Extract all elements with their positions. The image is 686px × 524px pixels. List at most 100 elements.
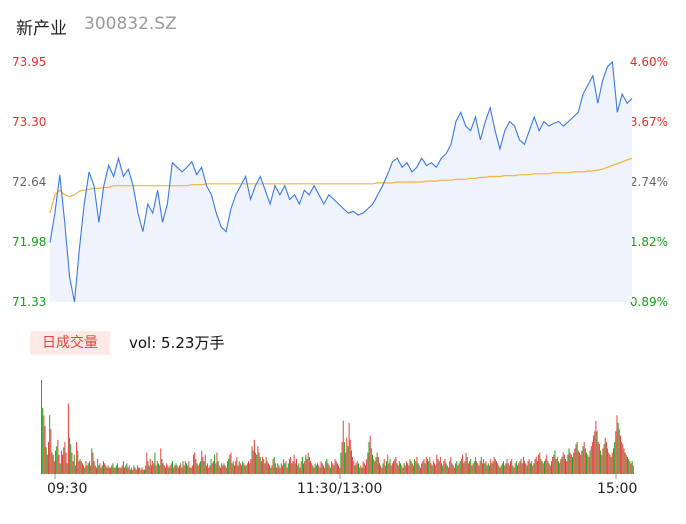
volume-bar xyxy=(381,467,383,474)
volume-bar xyxy=(444,459,446,474)
volume-bar xyxy=(233,465,235,474)
volume-bar xyxy=(479,461,481,474)
volume-tab[interactable]: 日成交量 xyxy=(30,331,110,355)
volume-bar xyxy=(383,459,385,474)
volume-bar xyxy=(452,465,454,474)
volume-bar xyxy=(373,459,375,474)
volume-bar xyxy=(173,467,175,474)
volume-bar xyxy=(603,444,605,474)
price-area xyxy=(50,62,632,302)
price-tick-2: 73.30 xyxy=(12,115,47,129)
volume-bar xyxy=(52,454,54,474)
volume-bar xyxy=(541,461,543,474)
volume-bar xyxy=(99,463,101,474)
volume-bar xyxy=(118,467,120,474)
volume-bar xyxy=(477,463,479,474)
volume-bar xyxy=(215,463,217,474)
volume-bar xyxy=(121,465,123,474)
volume-bar xyxy=(529,463,531,474)
volume-readout: vol: 5.23万手 xyxy=(129,334,225,352)
volume-bar xyxy=(224,465,226,474)
volume-bar xyxy=(59,463,61,474)
volume-bar xyxy=(167,465,169,474)
volume-bar xyxy=(360,465,362,474)
volume-bar xyxy=(104,463,106,474)
volume-bar xyxy=(616,415,618,474)
volume-bar xyxy=(553,454,555,474)
volume-bar xyxy=(349,439,351,474)
volume-bar xyxy=(143,469,145,474)
volume-bar xyxy=(359,467,361,474)
volume-bar xyxy=(155,465,157,474)
volume-bar xyxy=(159,465,161,474)
volume-bar xyxy=(450,456,452,474)
volume-bar xyxy=(85,461,87,474)
volume-bar xyxy=(363,463,365,474)
volume-bar xyxy=(621,441,623,474)
volume-bar xyxy=(105,465,107,474)
volume-bar xyxy=(168,467,170,474)
volume-bar xyxy=(600,450,602,474)
volume-bar xyxy=(65,452,67,474)
volume-bar xyxy=(166,463,168,474)
volume-bar xyxy=(64,441,66,474)
volume-bar xyxy=(543,461,545,474)
volume-bar xyxy=(318,465,320,474)
price-tick-4: 71.98 xyxy=(12,235,47,249)
volume-bar xyxy=(559,463,561,474)
volume-bar xyxy=(194,452,196,474)
volume-bar xyxy=(190,467,192,474)
volume-bar xyxy=(232,461,234,474)
volume-bar xyxy=(465,452,467,474)
volume-bar xyxy=(393,461,395,474)
volume-bar xyxy=(322,465,324,474)
volume-bar xyxy=(561,456,563,474)
volume-bar xyxy=(352,456,354,474)
volume-bar xyxy=(229,454,231,474)
volume-bar xyxy=(101,465,103,474)
volume-bar xyxy=(62,454,64,474)
price-line xyxy=(49,60,633,303)
volume-bar xyxy=(80,461,82,474)
volume-bar xyxy=(58,454,60,474)
pct-tick-2: 3.67% xyxy=(629,115,668,129)
volume-bar xyxy=(391,463,393,474)
volume-bar xyxy=(306,459,308,474)
volume-bar xyxy=(44,425,46,474)
volume-bar xyxy=(180,463,182,474)
volume-bar xyxy=(253,439,255,474)
volume-bar xyxy=(181,467,183,474)
volume-bar xyxy=(442,465,444,474)
volume-bar xyxy=(110,467,112,474)
volume-bar xyxy=(299,467,301,474)
volume-bar xyxy=(208,467,210,474)
volume-bar xyxy=(412,465,414,474)
volume-bar xyxy=(500,465,502,474)
volume-bar xyxy=(458,463,460,474)
volume-bar xyxy=(493,456,495,474)
volume-bar xyxy=(472,463,474,474)
volume-bar xyxy=(50,429,52,474)
stock-code: 300832.SZ xyxy=(84,14,177,34)
volume-bar xyxy=(93,461,95,474)
volume-bar xyxy=(310,461,312,474)
pct-tick-1: 4.60% xyxy=(629,55,668,69)
volume-bar xyxy=(141,467,143,474)
volume-bar xyxy=(416,456,418,474)
volume-bar xyxy=(498,465,500,474)
volume-bar xyxy=(257,446,259,474)
volume-bar xyxy=(97,459,99,474)
volume-bar xyxy=(485,461,487,474)
volume-bar xyxy=(292,461,294,474)
volume-bar xyxy=(66,463,68,474)
volume-bar xyxy=(582,446,584,474)
volume-bar xyxy=(69,437,71,474)
volume-bar xyxy=(274,463,276,474)
volume-bar xyxy=(49,415,51,474)
volume-bar xyxy=(315,465,317,474)
volume-bar xyxy=(74,465,76,474)
volume-bar xyxy=(142,469,144,474)
volume-bar xyxy=(421,463,423,474)
volume-bar xyxy=(45,447,47,474)
volume-bar xyxy=(490,459,492,474)
